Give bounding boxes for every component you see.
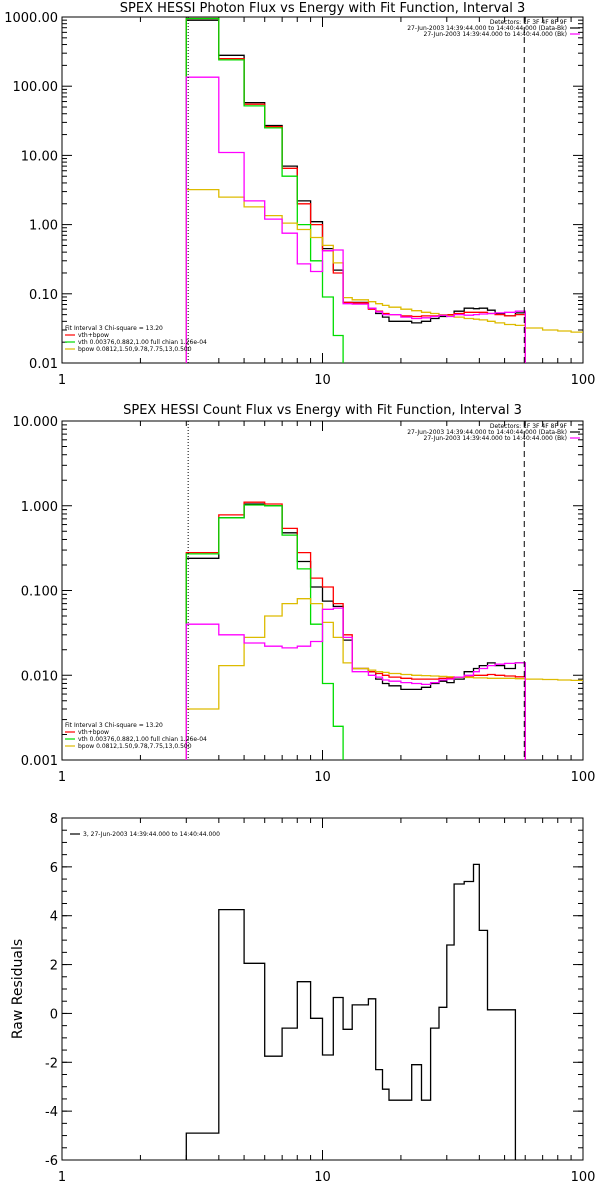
series-group xyxy=(185,17,583,363)
series-3-line xyxy=(185,504,344,760)
legend-line-3: vth 0.00376,0.882,1.00 full chian 1.26e-… xyxy=(78,339,207,346)
series-5-line xyxy=(185,76,526,363)
y-tick-label: 100.00 xyxy=(13,80,59,95)
legend-line-4: bpow 0.0812,1.50,9.78,7.75,13,0.500 xyxy=(78,346,192,353)
y-tick-label: 1000.00 xyxy=(4,11,58,26)
x-tick-label: 100 xyxy=(571,1170,596,1185)
panel-1: SPEX HESSI Photon Flux vs Energy with Fi… xyxy=(4,1,596,388)
header-line-2: 27-Jun-2003 14:39:44.000 to 14:40:44.000… xyxy=(407,25,567,32)
x-tick-label: 100 xyxy=(571,373,596,388)
header-line-3: 27-Jun-2003 14:39:44.000 to 14:40:44.000… xyxy=(424,31,567,38)
y-tick-label: 8 xyxy=(50,812,58,827)
series-2-line xyxy=(185,17,526,363)
x-tick-label: 10 xyxy=(314,373,331,388)
header-line-1: Detectors: 1F 3F 4F 8F 9F xyxy=(490,19,568,26)
series-1-line xyxy=(185,863,517,1160)
series-1-line xyxy=(185,503,526,760)
y-tick-label: 2 xyxy=(50,959,58,974)
y-tick-label: 4 xyxy=(50,910,58,925)
y-tick-label: 0.100 xyxy=(21,585,58,600)
y-tick-label: -4 xyxy=(45,1105,58,1120)
legend-line-2: vth+bpow xyxy=(78,729,109,736)
legend-line-1: Fit Interval 3 Chi-square = 13.20 xyxy=(65,722,163,729)
plot-frame xyxy=(61,16,584,364)
panel-2: SPEX HESSI Count Flux vs Energy with Fit… xyxy=(13,403,596,785)
y-tick-label: 10.00 xyxy=(21,149,58,164)
series-4-line xyxy=(185,188,583,363)
x-tick-label: 1 xyxy=(58,373,66,388)
y-tick-label: 0.001 xyxy=(21,754,58,769)
header-line-3: 27-Jun-2003 14:39:44.000 to 14:40:44.000… xyxy=(424,435,567,442)
y-tick-label: 1.000 xyxy=(21,500,58,515)
chart-title: SPEX HESSI Photon Flux vs Energy with Fi… xyxy=(120,1,526,16)
series-group xyxy=(185,863,517,1160)
x-tick-label: 10 xyxy=(314,770,331,785)
series-1-line xyxy=(185,19,526,363)
x-tick-label: 10 xyxy=(314,1170,331,1185)
x-tick-label: 1 xyxy=(58,1170,66,1185)
y-tick-label: 0.10 xyxy=(29,288,58,303)
y-tick-label: 0.010 xyxy=(21,669,58,684)
x-tick-label: 1 xyxy=(58,770,66,785)
header-line-1: Detectors: 1F 3F 4F 8F 9F xyxy=(490,423,568,430)
y-tick-label: 0.01 xyxy=(29,357,58,372)
y-tick-label: -2 xyxy=(45,1056,58,1071)
series-3-line xyxy=(185,17,344,363)
legend-line-1: Fit Interval 3 Chi-square = 13.20 xyxy=(65,325,163,332)
legend-line-2: vth+bpow xyxy=(78,332,109,339)
y-tick-label: 10.000 xyxy=(13,415,59,430)
series-2-line xyxy=(185,501,526,760)
plot-frame xyxy=(61,817,584,1161)
chart-title: SPEX HESSI Count Flux vs Energy with Fit… xyxy=(123,403,522,418)
y-tick-label: -6 xyxy=(45,1154,58,1169)
y-tick-label: 6 xyxy=(50,861,58,876)
series-group xyxy=(185,501,583,760)
series-5-line xyxy=(185,607,526,760)
header-line-2: 27-Jun-2003 14:39:44.000 to 14:40:44.000… xyxy=(407,429,567,436)
x-tick-label: 100 xyxy=(571,770,596,785)
y-tick-label: 1.00 xyxy=(29,219,58,234)
y-tick-label: 0 xyxy=(50,1007,58,1022)
legend-line-4: bpow 0.0812,1.50,9.78,7.75,13,0.500 xyxy=(78,743,192,750)
legend-line-1: 3, 27-Jun-2003 14:39:44.000 to 14:40:44.… xyxy=(83,831,220,838)
panel-3: 1 10 100 -6 -4 -2 0 2 4 6 8 Raw Residuals 3, 27-Jun-… xyxy=(10,812,596,1185)
series-4-line xyxy=(185,598,583,760)
y-axis-label: Raw Residuals xyxy=(10,939,26,1039)
legend-line-3: vth 0.00376,0.882,1.00 full chian 1.26e-… xyxy=(78,736,207,743)
